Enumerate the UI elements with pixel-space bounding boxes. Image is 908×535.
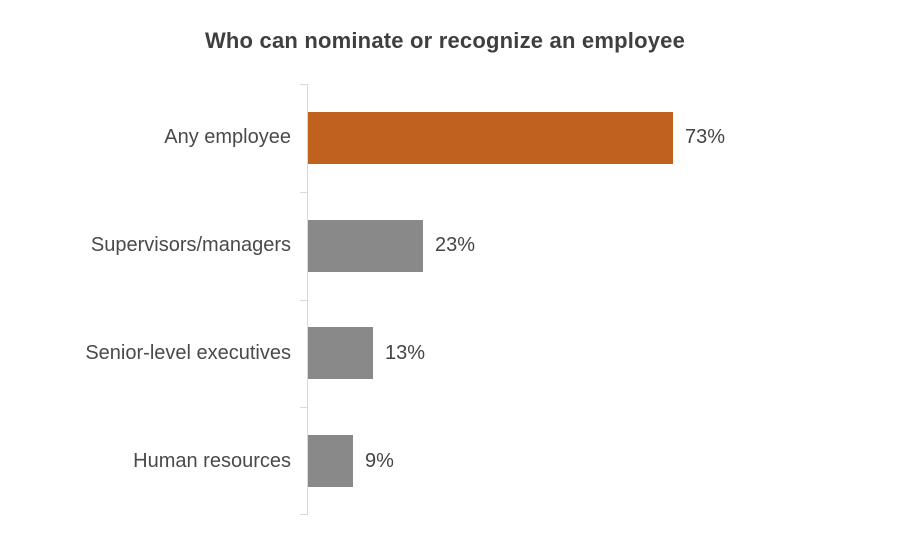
bar-row: Human resources 9% — [0, 407, 908, 515]
category-label: Supervisors/managers — [90, 234, 291, 257]
bar-row: Supervisors/managers 23% — [0, 192, 908, 300]
bar-row: Any employee 73% — [0, 84, 908, 192]
value-label: 13% — [385, 341, 426, 364]
bar — [308, 327, 373, 380]
axis-tick — [300, 407, 307, 408]
value-label: 9% — [365, 449, 394, 472]
bar — [308, 219, 423, 272]
value-label: 23% — [435, 234, 476, 257]
value-label: 73% — [685, 126, 726, 149]
axis-tick — [300, 192, 307, 193]
bar-row: Senior-level executives 13% — [0, 300, 908, 408]
axis-tick — [300, 514, 307, 515]
category-label: Any employee — [164, 126, 291, 149]
axis-tick — [300, 84, 307, 85]
category-label: Senior-level executives — [85, 341, 291, 364]
category-label: Human resources — [133, 449, 291, 472]
bar — [308, 435, 353, 488]
bar — [308, 111, 673, 164]
axis-tick — [300, 300, 307, 301]
category-axis-line — [307, 84, 308, 515]
plot-area: Any employee 73% Supervisors/managers 23% Se… — [0, 84, 908, 515]
chart-title: Who can nominate or recognize an employe… — [204, 28, 686, 53]
